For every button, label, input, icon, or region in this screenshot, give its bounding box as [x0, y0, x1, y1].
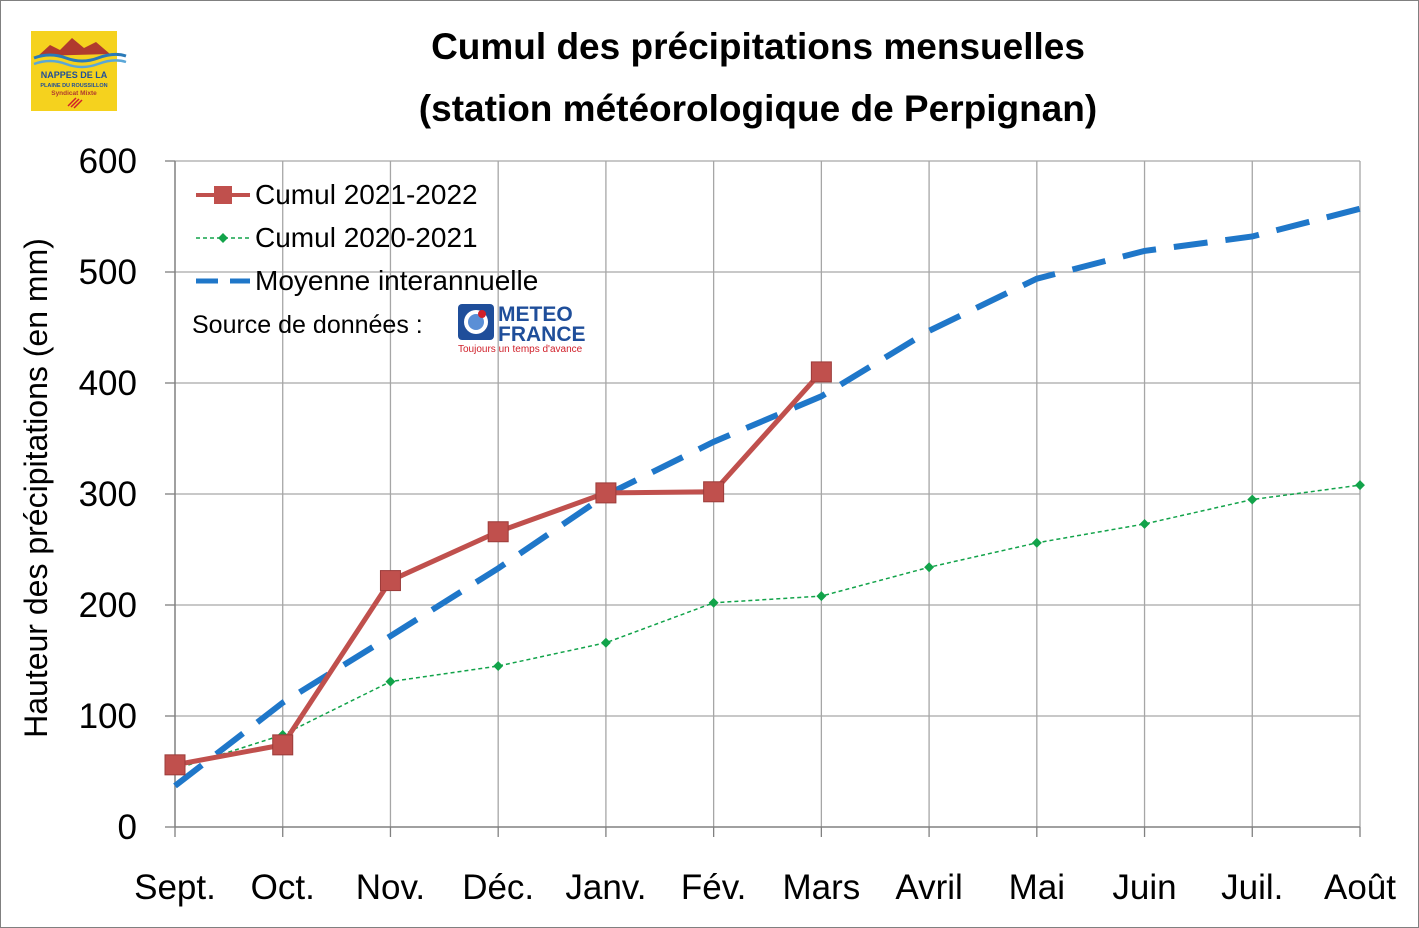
x-tick-label: Fév. — [681, 868, 746, 907]
x-tick-labels: Sept. Oct. Nov. Déc. Janv. Fév. Mars Avril Mai Ju… — [134, 868, 1396, 907]
logo-catalan-flag-icon — [67, 97, 83, 109]
logo-line1: NAPPES DE LA — [41, 70, 108, 80]
axes — [165, 160, 1361, 837]
chart-subtitle: (station météorologique de Perpignan) — [419, 88, 1097, 129]
x-tick-label: Mars — [782, 868, 860, 907]
legend-diamond-marker — [218, 233, 228, 243]
y-tick-label: 400 — [79, 364, 137, 403]
legend-entry-2020-2021: Cumul 2020-2021 — [196, 222, 478, 253]
x-tick-label: Août — [1324, 868, 1396, 907]
point-2020-2021 — [708, 597, 719, 608]
logo-mountains-icon — [38, 38, 110, 56]
y-tick-label: 500 — [79, 253, 137, 292]
legend-entry-2021-2022: Cumul 2021-2022 — [196, 179, 478, 210]
x-tick-label: Oct. — [251, 868, 315, 907]
y-tick-label: 100 — [79, 697, 137, 736]
y-tick-label: 600 — [79, 142, 137, 181]
x-tick-label: Mai — [1009, 868, 1065, 907]
point-2021-2022 — [487, 521, 509, 543]
x-tick-label: Avril — [895, 868, 962, 907]
legend-label-moyenne: Moyenne interannuelle — [255, 265, 538, 296]
legend-label-2021-2022: Cumul 2021-2022 — [255, 179, 478, 210]
series-line-moyenne — [173, 205, 1361, 789]
x-tick-label: Nov. — [356, 868, 425, 907]
legend-square-marker — [214, 186, 232, 204]
series-line-2020-2021 — [174, 484, 1361, 770]
y-axis-label: Hauteur des précipitations (en mm) — [18, 238, 54, 738]
meteo-france-logo: METEO FRANCE Toujours un temps d'avance — [458, 303, 586, 355]
point-2020-2021 — [1031, 537, 1042, 548]
y-tick-label: 200 — [79, 586, 137, 625]
point-2020-2021 — [1247, 494, 1258, 505]
nappes-logo: NAPPES DE LA PLAINE DU ROUSSILLON Syndic… — [31, 31, 127, 111]
point-2020-2021 — [924, 562, 935, 573]
point-2021-2022 — [164, 754, 186, 776]
logo-line2: PLAINE DU ROUSSILLON — [40, 83, 107, 89]
point-2020-2021 — [385, 676, 396, 687]
x-tick-label: Juil. — [1221, 868, 1283, 907]
point-2020-2021 — [1355, 480, 1365, 491]
logo-wave-icon — [33, 52, 127, 63]
data-series — [164, 205, 1365, 789]
chart-title: Cumul des précipitations mensuelles — [431, 26, 1085, 67]
point-2021-2022 — [810, 361, 832, 383]
y-tick-label: 0 — [118, 808, 137, 847]
point-2021-2022 — [272, 734, 294, 756]
point-2021-2022 — [703, 481, 725, 503]
meteo-france-line1: METEO — [498, 303, 573, 326]
x-tick-label: Déc. — [462, 868, 534, 907]
point-2020-2021 — [1139, 519, 1150, 529]
meteo-france-line2: FRANCE — [498, 323, 586, 346]
logo-wave2-icon — [33, 59, 127, 69]
point-2020-2021 — [493, 661, 504, 671]
x-tick-label: Janv. — [565, 868, 646, 907]
logo-line3: Syndicat Mixte — [51, 90, 97, 97]
point-2020-2021 — [600, 637, 611, 648]
point-2020-2021 — [816, 591, 827, 602]
y-tick-label: 300 — [79, 475, 137, 514]
grid-lines — [175, 160, 1361, 827]
source-label: Source de données : — [192, 311, 423, 339]
legend: Cumul 2021-2022 Cumul 2020-2021 Moyenne … — [192, 179, 586, 355]
meteo-france-tagline: Toujours un temps d'avance — [458, 344, 583, 355]
legend-label-2020-2021: Cumul 2020-2021 — [255, 222, 478, 253]
x-tick-label: Juin — [1112, 868, 1176, 907]
x-tick-label: Sept. — [134, 868, 216, 907]
point-2021-2022 — [595, 482, 617, 504]
y-tick-labels: 0 100 200 300 400 500 600 — [79, 142, 137, 847]
legend-entry-moyenne: Moyenne interannuelle — [196, 265, 538, 296]
point-2021-2022 — [379, 570, 401, 592]
